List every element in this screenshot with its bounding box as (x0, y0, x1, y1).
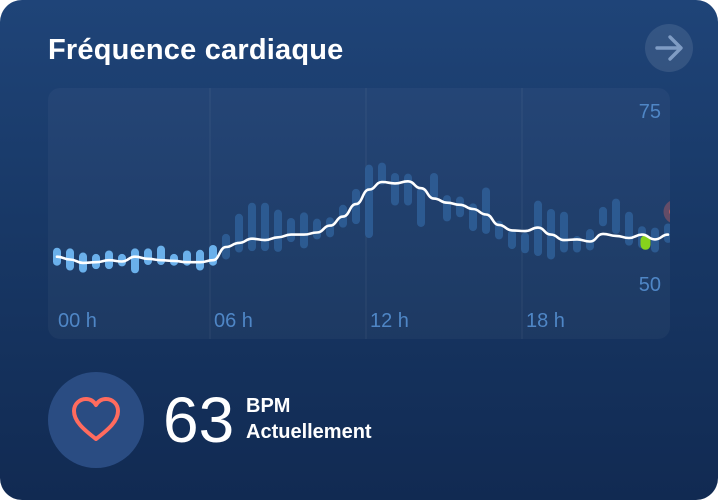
range-bar-20 (313, 218, 321, 240)
bpm-unit-label: BPM (246, 395, 291, 417)
range-bar-21 (326, 217, 334, 238)
x-tick-label-12h: 12 h (370, 310, 409, 332)
range-bar-27 (404, 173, 412, 206)
range-bar-6 (131, 248, 139, 274)
range-bar-36 (521, 232, 529, 254)
range-bar-19 (300, 212, 308, 249)
range-bar-7 (144, 248, 152, 266)
arrow-right-icon (655, 35, 683, 61)
range-bar-11 (196, 249, 204, 271)
range-bar-23 (352, 188, 360, 225)
heart-badge (48, 372, 144, 468)
card-title: Fréquence cardiaque (48, 34, 344, 66)
chart-panel: 75 50 00 h 06 h 12 h 18 h (48, 88, 670, 339)
y-tick-label-75: 75 (639, 101, 661, 123)
x-tick-label-18h: 18 h (526, 310, 565, 332)
range-bar-24 (365, 164, 373, 239)
current-range-bar (640, 235, 651, 250)
open-details-button[interactable] (645, 24, 693, 72)
current-bpm-value: 63 (163, 384, 235, 456)
y-tick-label-50: 50 (639, 274, 661, 296)
range-bar-15 (248, 202, 256, 252)
range-bar-33 (482, 187, 490, 234)
range-bar-44 (625, 211, 633, 246)
heart-outline-icon (72, 397, 120, 441)
heart-rate-line (55, 180, 670, 265)
range-bar-30 (443, 195, 451, 222)
range-bar-12 (209, 244, 217, 266)
range-bar-47 (664, 223, 670, 243)
heart-rate-chart: 75 50 00 h 06 h 12 h 18 h (53, 88, 670, 339)
range-bar-14 (235, 213, 243, 253)
current-marker-halo (663, 201, 670, 223)
range-bar-5 (118, 253, 126, 267)
current-caption: Actuellement (246, 421, 372, 443)
x-tick-label-00h: 00 h (58, 310, 97, 332)
range-bar-16 (261, 202, 269, 252)
range-bar-26 (391, 172, 399, 206)
range-bar-39 (560, 211, 568, 253)
range-bar-8 (157, 245, 165, 266)
range-bar-17 (274, 209, 282, 252)
range-bar-43 (612, 198, 620, 234)
range-bar-29 (430, 172, 438, 200)
range-bar-35 (508, 229, 516, 250)
range-bar-42 (599, 206, 607, 227)
range-bar-25 (378, 162, 386, 185)
x-tick-label-06h: 06 h (214, 310, 253, 332)
current-marker (669, 209, 670, 215)
range-bar-31 (456, 196, 464, 218)
range-bar-41 (586, 229, 594, 251)
range-bar-28 (417, 187, 425, 227)
range-bar-18 (287, 217, 295, 243)
